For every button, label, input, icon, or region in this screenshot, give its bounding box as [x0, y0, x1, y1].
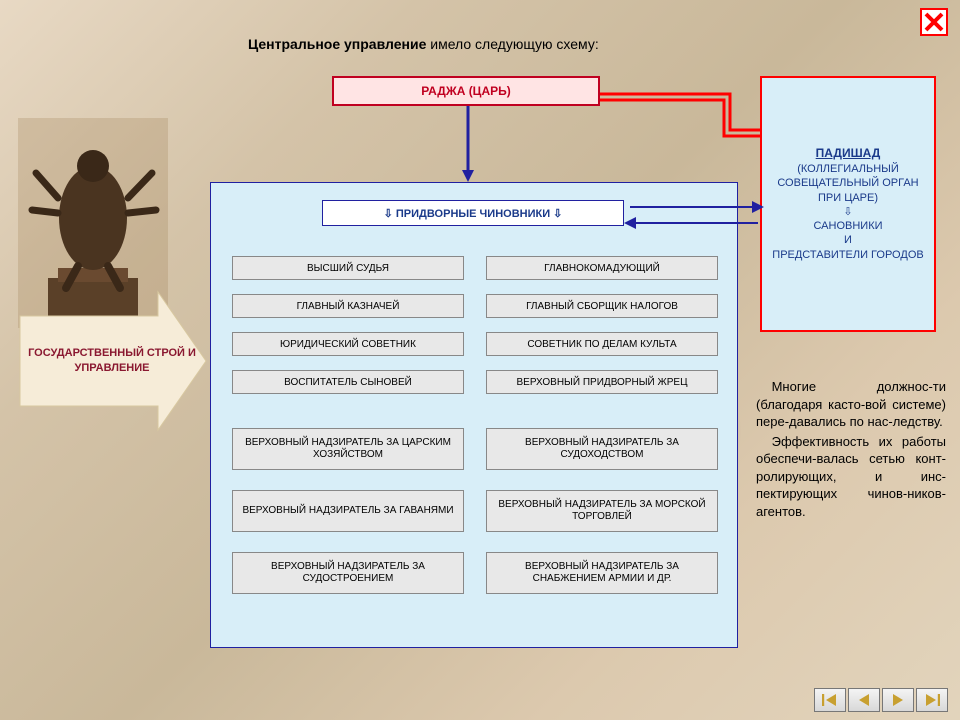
- official-box: СОВЕТНИК ПО ДЕЛАМ КУЛЬТА: [486, 332, 718, 356]
- nav-first-button[interactable]: [814, 688, 846, 712]
- supervisor-box: ВЕРХОВНЫЙ НАДЗИРАТЕЛЬ ЗА МОРСКОЙ ТОРГОВЛ…: [486, 490, 718, 532]
- padishad-sub3: И: [844, 233, 852, 247]
- official-box: ГЛАВНОКОМАДУЮЩИЙ: [486, 256, 718, 280]
- official-box: ВЕРХОВНЫЙ ПРИДВОРНЫЙ ЖРЕЦ: [486, 370, 718, 394]
- supervisor-box: ВЕРХОВНЫЙ НАДЗИРАТЕЛЬ ЗА СУДОХОДСТВОМ: [486, 428, 718, 470]
- padishad-box: ПАДИШАД (КОЛЛЕГИАЛЬНЫЙ СОВЕЩАТЕЛЬНЫЙ ОРГ…: [760, 76, 936, 332]
- nav-prev-button[interactable]: [848, 688, 880, 712]
- official-box: ГЛАВНЫЙ СБОРЩИК НАЛОГОВ: [486, 294, 718, 318]
- padishad-arrow: ⇩: [843, 205, 852, 219]
- nav-last-button[interactable]: [916, 688, 948, 712]
- official-box: ВОСПИТАТЕЛЬ СЫНОВЕЙ: [232, 370, 464, 394]
- supervisor-box: ВЕРХОВНЫЙ НАДЗИРАТЕЛЬ ЗА СНАБЖЕНИЕМ АРМИ…: [486, 552, 718, 594]
- supervisor-box: ВЕРХОВНЫЙ НАДЗИРАТЕЛЬ ЗА ГАВАНЯМИ: [232, 490, 464, 532]
- padishad-title: ПАДИШАД: [816, 146, 881, 160]
- body-p1: Многие должнос-ти (благодаря касто-вой с…: [756, 378, 946, 431]
- padishad-sub2: САНОВНИКИ: [813, 219, 882, 233]
- padishad-sub1: (КОЛЛЕГИАЛЬНЫЙ СОВЕЩАТЕЛЬНЫЙ ОРГАН ПРИ Ц…: [768, 162, 928, 205]
- supervisor-box: ВЕРХОВНЫЙ НАДЗИРАТЕЛЬ ЗА СУДОСТРОЕНИЕМ: [232, 552, 464, 594]
- official-box: ЮРИДИЧЕСКИЙ СОВЕТНИК: [232, 332, 464, 356]
- officials-header: ⇩ ПРИДВОРНЫЕ ЧИНОВНИКИ ⇩: [322, 200, 624, 226]
- official-box: ВЫСШИЙ СУДЬЯ: [232, 256, 464, 280]
- padishad-sub4: ПРЕДСТАВИТЕЛИ ГОРОДОВ: [772, 248, 923, 262]
- raja-label: РАДЖА (ЦАРЬ): [421, 84, 511, 98]
- section-badge-label: ГОСУДАРСТВЕННЫЙ СТРОЙ И УПРАВЛЕНИЕ: [8, 346, 208, 377]
- official-box: ГЛАВНЫЙ КАЗНАЧЕЙ: [232, 294, 464, 318]
- body-text: Многие должнос-ти (благодаря касто-вой с…: [756, 378, 946, 522]
- nav-next-button[interactable]: [882, 688, 914, 712]
- raja-box: РАДЖА (ЦАРЬ): [332, 76, 600, 106]
- supervisor-box: ВЕРХОВНЫЙ НАДЗИРАТЕЛЬ ЗА ЦАРСКИМ ХОЗЯЙСТ…: [232, 428, 464, 470]
- close-icon[interactable]: [920, 8, 948, 36]
- section-badge: ГОСУДАРСТВЕННЫЙ СТРОЙ И УПРАВЛЕНИЕ: [8, 286, 208, 436]
- body-p2: Эффективность их работы обеспечи-валась …: [756, 433, 946, 521]
- nav-buttons: [814, 688, 948, 712]
- page-title: Центральное управление имело следующую с…: [248, 36, 599, 52]
- heading-rest: имело следующую схему:: [426, 36, 598, 52]
- heading-bold: Центральное управление: [248, 36, 426, 52]
- officials-header-label: ⇩ ПРИДВОРНЫЕ ЧИНОВНИКИ ⇩: [384, 207, 563, 220]
